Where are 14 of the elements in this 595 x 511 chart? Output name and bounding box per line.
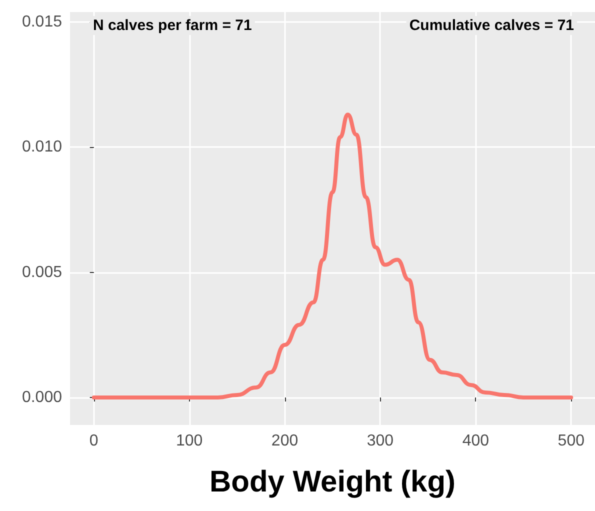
x-axis-title: Body Weight (kg) <box>209 466 456 498</box>
x-tick-label: 500 <box>558 432 585 450</box>
x-tick-label: 400 <box>462 432 490 450</box>
x-tick-label: 200 <box>271 432 298 450</box>
annotation: Cumulative calves = 71 <box>409 17 574 34</box>
y-tick-label: 0.000 <box>22 388 62 406</box>
x-tick-label: 0 <box>89 432 98 450</box>
y-tick-label: 0.015 <box>22 14 62 31</box>
y-tick-label: 0.010 <box>22 138 62 156</box>
x-tick-label: 100 <box>176 432 203 450</box>
y-tick-label: 0.005 <box>22 264 62 281</box>
x-tick-label: 300 <box>366 432 394 450</box>
annotation: N calves per farm = 71 <box>93 17 252 34</box>
line-series <box>92 112 574 400</box>
